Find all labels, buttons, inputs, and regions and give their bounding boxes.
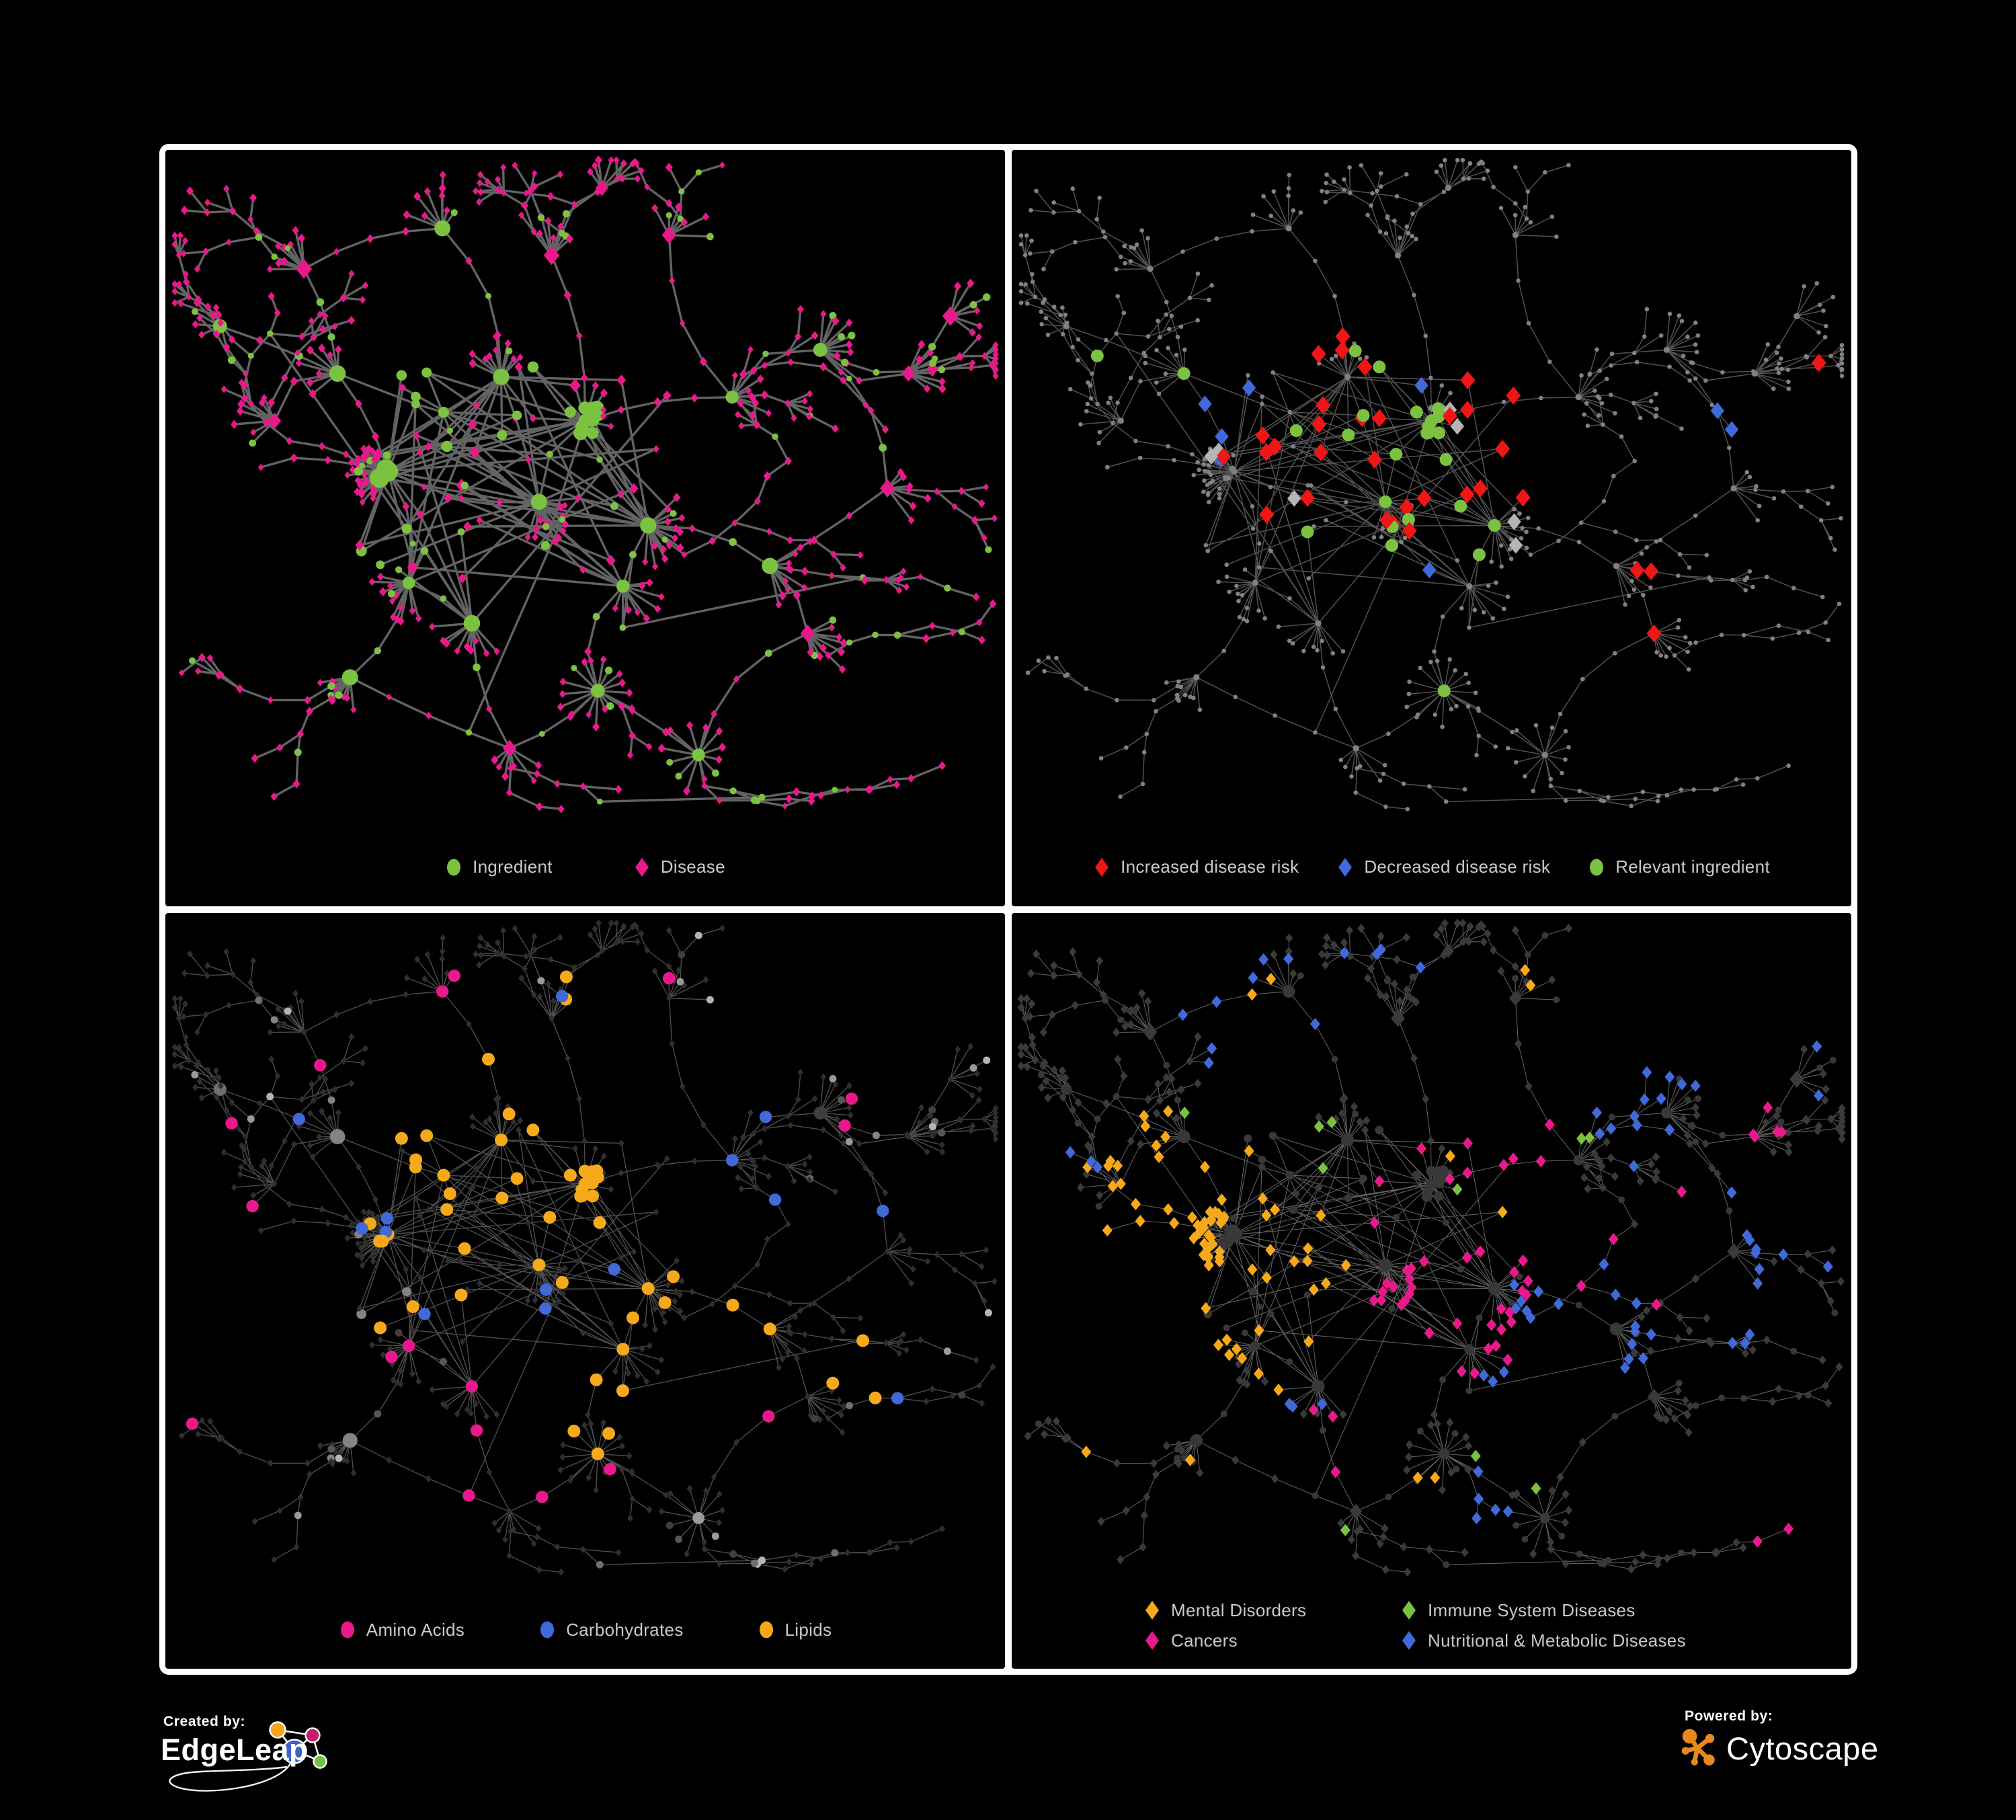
legend-item: Nutritional & Metabolic Diseases	[1400, 1630, 1686, 1651]
legend-label: Lipids	[784, 1619, 832, 1640]
legend-panel-1: Ingredient Disease	[165, 857, 1005, 878]
panel-ingredient-disease: Ingredient Disease	[165, 150, 1005, 906]
legend-panel-3: Amino Acids Carbohydrates Lipids	[165, 1619, 1005, 1640]
edgeleap-wordmark: EdgeLeap	[161, 1733, 309, 1767]
legend-item: Increased disease risk	[1093, 857, 1299, 878]
legend-label: Carbohydrates	[566, 1619, 684, 1640]
cytoscape-nodes	[1681, 1729, 1715, 1766]
legend-diamond-icon	[635, 857, 649, 877]
legend-diamond-icon	[1338, 857, 1353, 877]
legend-diamond-icon	[1402, 1631, 1416, 1650]
legend-item: Cancers	[1143, 1630, 1400, 1651]
legend-item: Relevant ingredient	[1588, 857, 1770, 878]
network-svg-4	[1017, 918, 1846, 1577]
panel-nutrients: Amino Acids Carbohydrates Lipids	[165, 912, 1005, 1669]
edgeleap-swoosh	[169, 1762, 292, 1792]
legend-diamond-icon	[1145, 1601, 1159, 1620]
legend-label: Immune System Diseases	[1428, 1599, 1636, 1620]
legend-label: Increased disease risk	[1121, 857, 1299, 877]
legend-diamond-icon	[1095, 857, 1109, 877]
legend-circle-icon	[1590, 859, 1604, 875]
legend-diamond-icon	[1145, 1631, 1159, 1650]
legend-panel-4: Mental Disorders Immune System Diseases Ca…	[1143, 1599, 1686, 1651]
legend-item: Carbohydrates	[538, 1619, 683, 1640]
created-by-label: Created by:	[163, 1714, 246, 1729]
legend-circle-icon	[540, 1621, 555, 1638]
legend-circle-icon	[447, 859, 461, 875]
legend-label: Decreased disease risk	[1364, 857, 1551, 877]
legend-label: Ingredient	[473, 857, 553, 877]
created-by-block: Created by: EdgeLeap	[159, 1714, 354, 1805]
powered-by-label: Powered by:	[1685, 1708, 1773, 1724]
cytoscape-wordmark: Cytoscape	[1726, 1731, 1879, 1766]
legend-panel-2: Increased disease risk Decreased disease …	[1012, 857, 1851, 878]
edgeleap-node-blue	[282, 1739, 307, 1764]
panel-disease-risk: Increased disease risk Decreased disease …	[1012, 150, 1851, 906]
edgeleap-logo-icon	[169, 1721, 327, 1792]
legend-item: Amino Acids	[339, 1619, 465, 1640]
legend-diamond-icon	[1402, 1601, 1416, 1620]
legend-item: Ingredient	[445, 857, 553, 878]
panel-disease-classes: Mental Disorders Immune System Diseases Ca…	[1012, 912, 1851, 1669]
legend-label: Nutritional & Metabolic Diseases	[1428, 1630, 1686, 1651]
legend-label: Amino Acids	[366, 1619, 465, 1640]
network-svg-3	[171, 919, 999, 1576]
network-svg-2	[1018, 157, 1845, 812]
legend-label: Relevant ingredient	[1615, 857, 1770, 877]
cytoscape-logo-icon	[1681, 1729, 1715, 1766]
legend-circle-icon	[759, 1621, 773, 1638]
network-svg-1	[171, 155, 999, 814]
legend-item: Decreased disease risk	[1336, 857, 1550, 878]
legend-label: Mental Disorders	[1171, 1599, 1307, 1620]
edgeleap-node-green	[313, 1754, 327, 1769]
legend-circle-icon	[340, 1621, 354, 1638]
legend-item: Disease	[633, 857, 725, 878]
legend-item: Lipids	[758, 1619, 832, 1640]
edgeleap-node-magenta	[305, 1727, 321, 1743]
legend-label: Cancers	[1171, 1630, 1238, 1651]
edgeleap-node-orange	[269, 1721, 286, 1739]
legend-label: Disease	[660, 857, 725, 877]
legend-item: Immune System Diseases	[1400, 1599, 1686, 1621]
powered-by-block: Powered by: Cytoscape	[1679, 1708, 1968, 1786]
panel-grid: Ingredient Disease Increased disease risk…	[159, 144, 1857, 1675]
legend-item: Mental Disorders	[1143, 1599, 1400, 1621]
